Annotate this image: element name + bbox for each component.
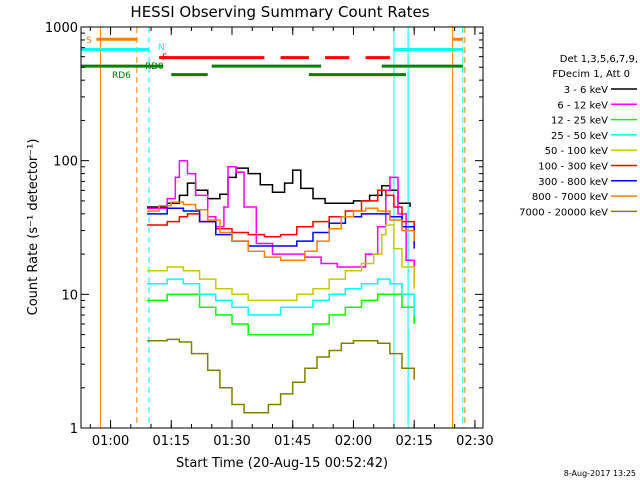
legend-header-line-2: FDecim 1, Att 0 — [552, 69, 630, 80]
legend: Det 1,3,5,6,7,9, FDecim 1, Att 0 3 - 6 k… — [519, 54, 638, 218]
flag-label-rd6: RD6 — [112, 71, 131, 81]
y-tick-label-100: 100 — [53, 155, 78, 170]
x-tick-label-02-15: 02:15 — [395, 434, 432, 449]
series-line-50-100-kev — [147, 224, 415, 302]
legend-label-50-100-kev: 50 - 100 keV — [545, 146, 609, 157]
legend-label-25-50-kev: 25 - 50 keV — [551, 131, 608, 142]
axes: 01:00 01:15 01:30 01:45 02:00 02:15 02:30 1 10 10… — [45, 21, 494, 449]
y-tick-label-10: 10 — [61, 288, 78, 303]
legend-label-800-7000-kev: 800 - 7000 keV — [532, 192, 608, 203]
flag-label-s: S — [86, 36, 92, 46]
y-axis-label: Count Rate (s⁻¹ detector⁻¹) — [26, 139, 41, 316]
x-tick-label-02-00: 02:00 — [335, 434, 372, 449]
plot-frame — [80, 26, 484, 429]
legend-label-100-300-kev: 100 - 300 keV — [538, 162, 608, 173]
x-tick-label-01-15: 01:15 — [153, 434, 190, 449]
series-line-800-7000-kev — [147, 201, 415, 261]
flag-label-n: N — [158, 43, 165, 53]
footer-date: 8-Aug-2017 13:25 — [564, 469, 636, 478]
series-line-300-800-kev — [147, 207, 415, 249]
series-line-25-50-kev — [147, 278, 415, 316]
legend-label-300-800-kev: 300 - 800 keV — [538, 177, 608, 188]
legend-label-7000-20000-kev: 7000 - 20000 keV — [519, 207, 608, 218]
y-tick-label-1000: 1000 — [45, 21, 78, 36]
legend-label-3-6-kev: 3 - 6 keV — [564, 85, 608, 96]
y-tick-label-1: 1 — [70, 422, 78, 437]
x-tick-label-02-30: 02:30 — [456, 434, 493, 449]
flag-label-rd0: RD0 — [145, 62, 164, 72]
flag-label-f: F — [162, 53, 167, 63]
series-line-100-300-kev — [147, 189, 415, 244]
series-line-12-25-kev — [147, 293, 415, 336]
legend-header-line-1: Det 1,3,5,6,7,9, — [560, 54, 638, 65]
legend-label-12-25-kev: 12 - 25 keV — [551, 116, 608, 127]
legend-label-6-12-kev: 6 - 12 keV — [557, 100, 608, 111]
x-tick-label-01-30: 01:30 — [213, 434, 250, 449]
x-tick-label-01-45: 01:45 — [274, 434, 311, 449]
chart-title: HESSI Observing Summary Count Rates — [130, 3, 429, 21]
series-line-7000-20000-kev — [147, 338, 415, 414]
x-tick-label-01-00: 01:00 — [92, 434, 129, 449]
x-axis-label: Start Time (20-Aug-15 00:52:42) — [176, 456, 388, 471]
